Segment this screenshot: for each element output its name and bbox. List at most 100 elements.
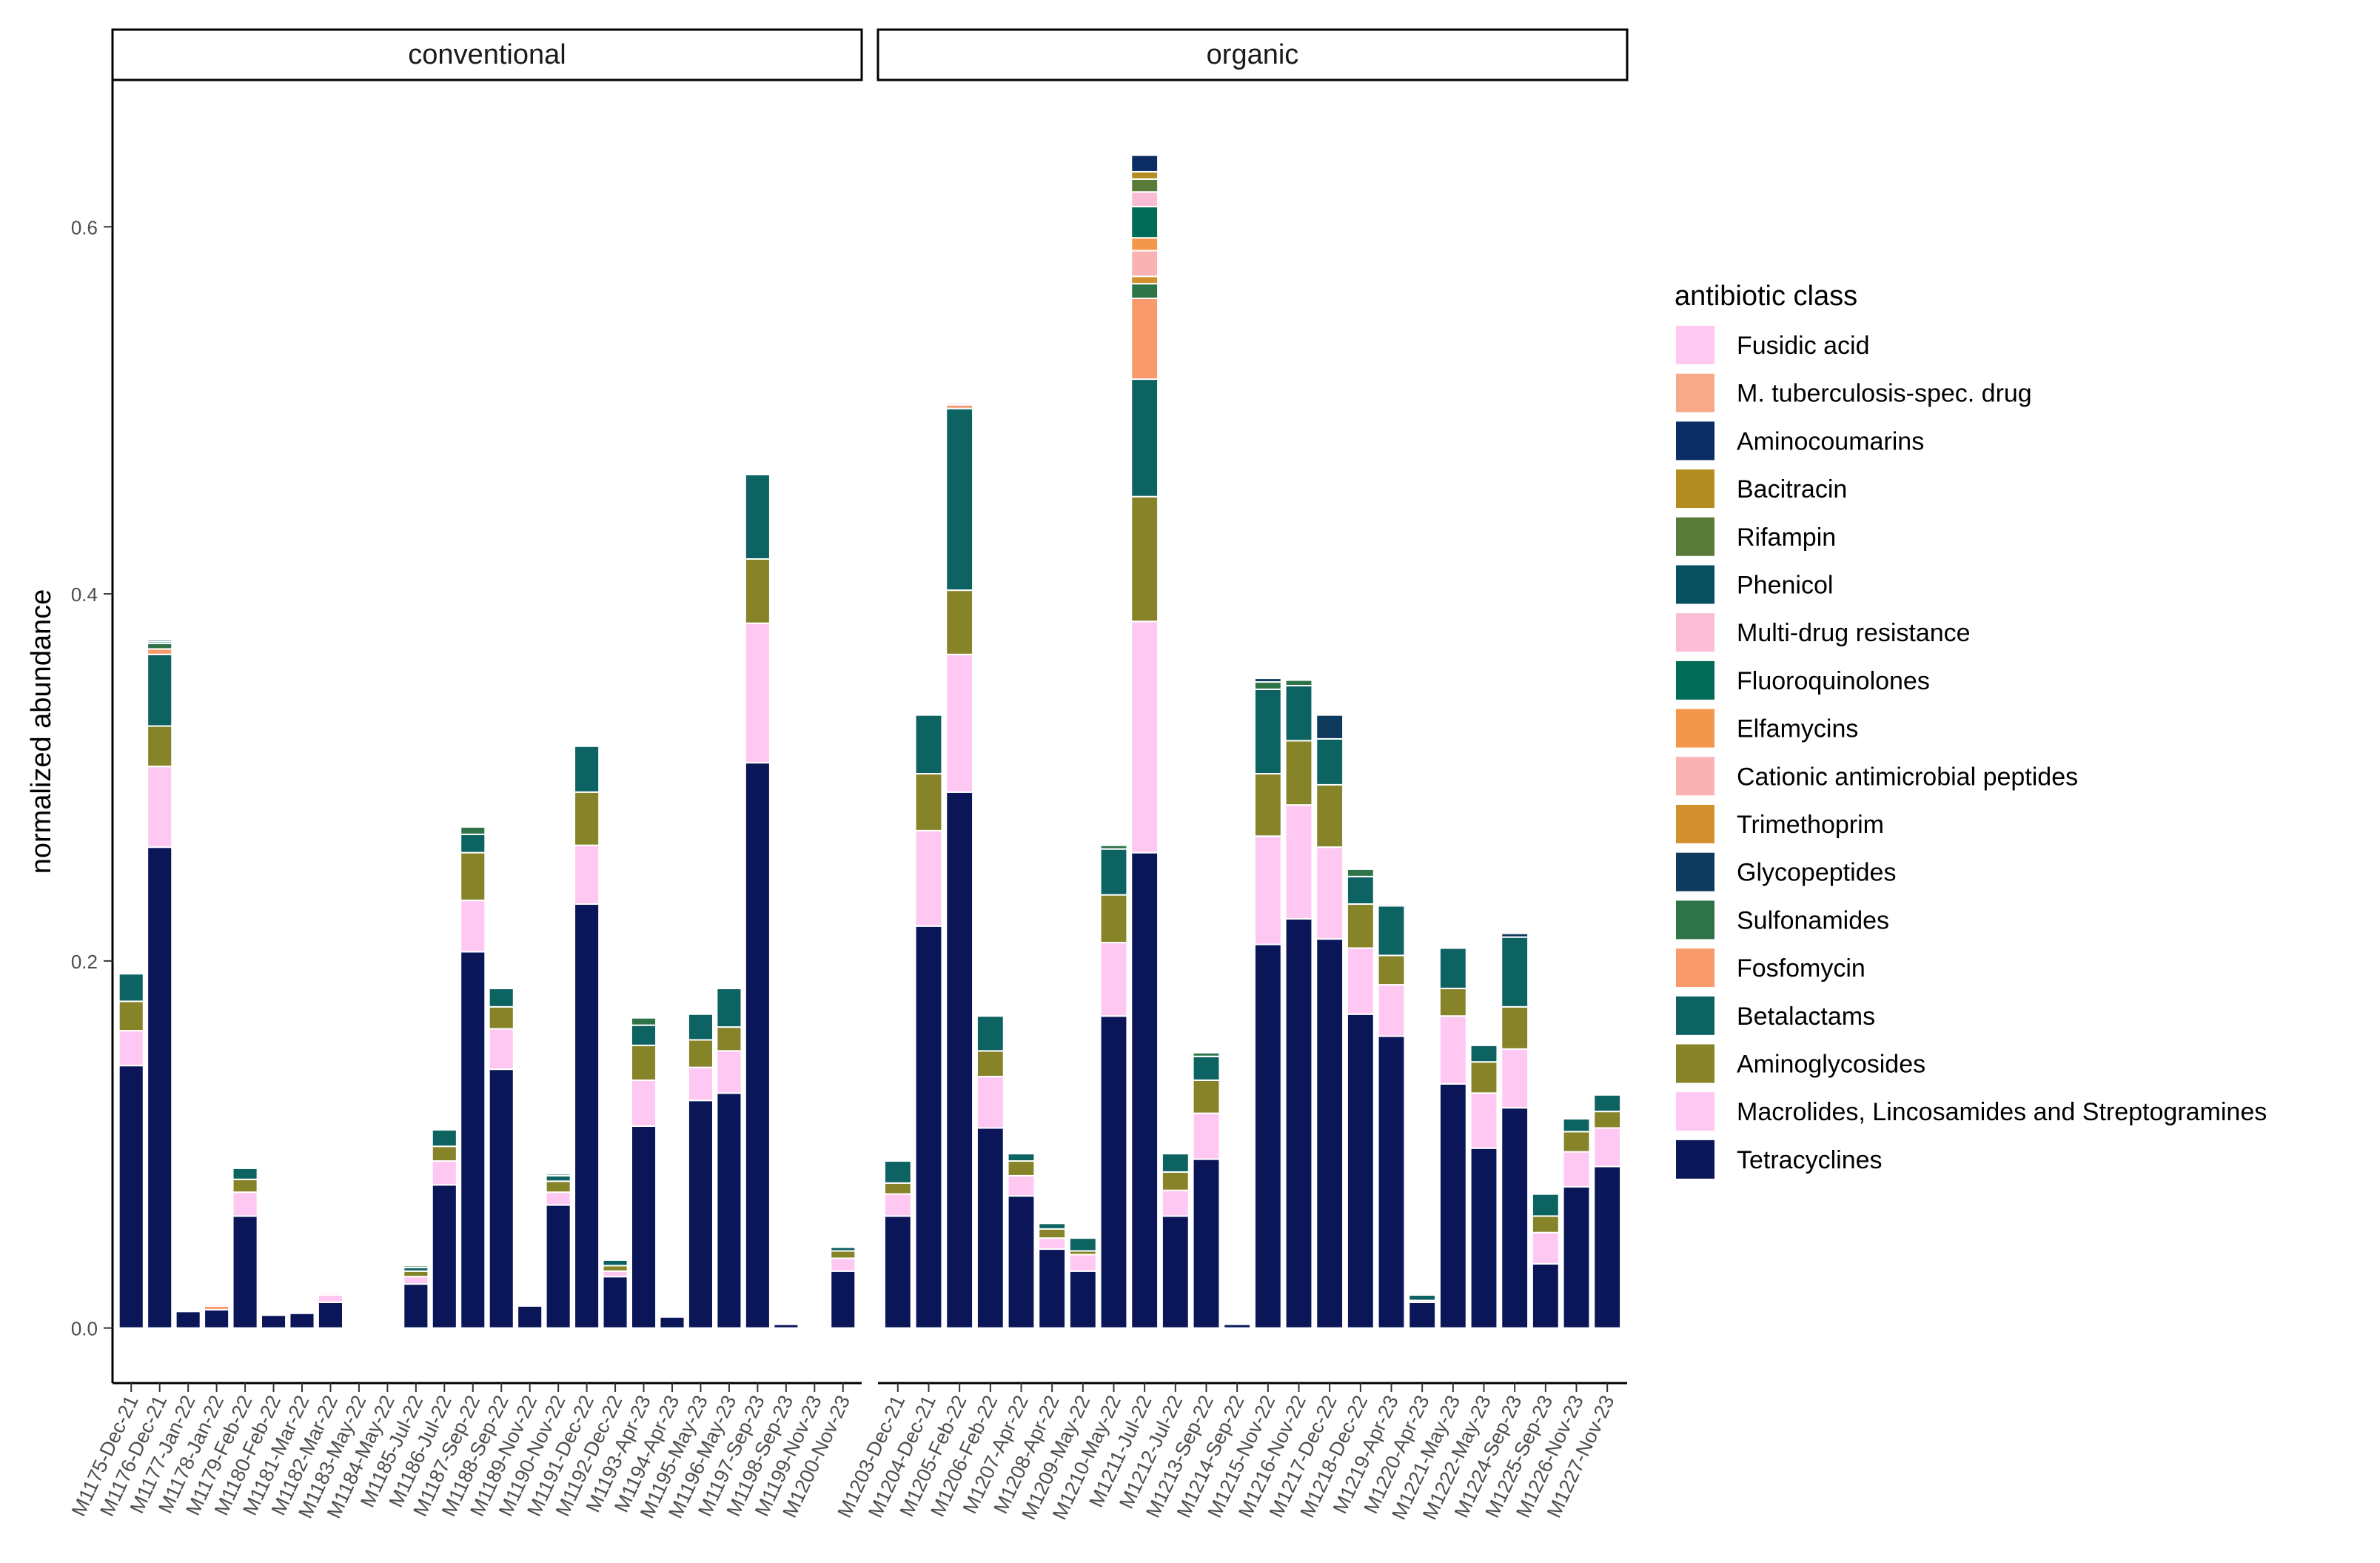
bar-segment (232, 1191, 258, 1217)
bar-segment (317, 1294, 343, 1303)
bar-segment (232, 1215, 258, 1329)
bar-segment (460, 951, 486, 1329)
bar-segment (488, 988, 514, 1008)
bar-segment (1531, 1215, 1560, 1234)
bar-segment (1068, 1270, 1097, 1329)
bar-segment (147, 846, 173, 1329)
bar-segment (945, 402, 974, 406)
bar-segment (1346, 1013, 1375, 1329)
legend-label: Fusidic acid (1737, 332, 1870, 360)
legend-label: Bacitracin (1737, 475, 1847, 503)
bar-segment (1007, 1153, 1036, 1162)
bar-segment (1099, 1015, 1128, 1329)
bar-segment (1408, 1301, 1437, 1329)
bar-segment (1192, 1055, 1221, 1081)
bar-segment (1438, 988, 1467, 1017)
bar-segment (744, 622, 771, 764)
legend-label: Fluoroquinolones (1737, 667, 1930, 695)
facet-strip (111, 28, 863, 81)
bar-segment (1130, 178, 1159, 193)
bar-segment (1130, 378, 1159, 498)
bar-segment (545, 1173, 571, 1177)
bar-segment (1469, 1044, 1498, 1063)
bar-segment (1377, 954, 1406, 986)
bar-segment (460, 826, 486, 835)
bar-segment (1161, 1153, 1190, 1173)
bar-segment (1408, 1294, 1437, 1302)
bar-segment (1130, 851, 1159, 1329)
bar-segment (1346, 868, 1375, 877)
legend-label: Macrolides, Lincosamides and Streptogram… (1737, 1098, 2267, 1126)
bar-segment (1007, 1174, 1036, 1197)
bar-segment (1593, 1127, 1622, 1168)
bar-segment (602, 1259, 628, 1267)
bar-segment (1593, 1111, 1622, 1129)
bar-segment (1531, 1262, 1560, 1329)
bar-segment (1438, 1015, 1467, 1085)
legend-key (1676, 373, 1714, 412)
legend-key (1676, 852, 1714, 891)
bar-segment (1315, 737, 1344, 786)
bar-segment (175, 1311, 201, 1329)
bar-segment (118, 1000, 144, 1032)
bar-segment (914, 925, 943, 1329)
bar-segment (1038, 1228, 1067, 1239)
bar-segment (1038, 1222, 1067, 1230)
legend-key (1676, 948, 1714, 988)
bar-segment (602, 1276, 628, 1329)
bar-segment (1253, 681, 1282, 690)
bar-segment (1192, 1112, 1221, 1160)
bar-segment (1284, 804, 1313, 920)
bar-segment (1161, 1189, 1190, 1217)
bar-segment (1130, 620, 1159, 854)
bar-segment (147, 653, 173, 727)
bar-segment (945, 407, 974, 592)
bar-segment (1562, 1185, 1591, 1329)
bar-segment (460, 900, 486, 953)
bar-segment (1315, 783, 1344, 849)
bar-segment (460, 851, 486, 902)
bar-segment (1099, 844, 1128, 850)
bar-segment (1099, 848, 1128, 896)
bar-segment (687, 1039, 714, 1068)
legend-label: Glycopeptides (1737, 859, 1896, 887)
bar-segment (830, 1246, 857, 1252)
legend-label: Trimethoprim (1737, 811, 1884, 839)
y-tick-label: 0.0 (71, 1318, 98, 1340)
bar-segment (602, 1265, 628, 1272)
bar-segment (945, 653, 974, 793)
bar-segment (883, 1193, 912, 1217)
bar-segment (460, 833, 486, 854)
bar-segment (488, 1028, 514, 1071)
legend-key (1676, 900, 1714, 940)
facet-label: organic (1207, 39, 1299, 70)
bar-segment (232, 1167, 258, 1180)
bar-segment (488, 1005, 514, 1030)
bar-segment (1501, 936, 1529, 1008)
bar-segment (147, 639, 173, 643)
y-tick-label: 0.4 (71, 583, 98, 606)
facet-strip (876, 28, 1629, 81)
bar-segment (1192, 1079, 1221, 1114)
bar-segment (1438, 947, 1467, 990)
bar-segment (317, 1292, 343, 1296)
bar-segment (1377, 984, 1406, 1037)
bar-segment (1377, 905, 1406, 957)
legend-label: Aminocoumarins (1737, 427, 1924, 455)
bar-segment (716, 988, 743, 1028)
bar-segment (687, 1013, 714, 1041)
bar-segment (1130, 170, 1159, 180)
bar-segment (1130, 250, 1159, 278)
legend-label: Rifampin (1737, 523, 1836, 552)
legend-key (1676, 326, 1714, 364)
bar-segment (1130, 275, 1159, 285)
bar-segment (1315, 714, 1344, 740)
bar-segment (1253, 835, 1282, 946)
bar-segment (1377, 1035, 1406, 1329)
bar-segment (1284, 740, 1313, 806)
bar-segment (545, 1180, 571, 1194)
bar-segment (976, 1050, 1005, 1078)
bar-segment (1007, 1195, 1036, 1329)
legend-label: Tetracyclines (1737, 1146, 1883, 1174)
y-tick-label: 0.2 (71, 951, 98, 973)
